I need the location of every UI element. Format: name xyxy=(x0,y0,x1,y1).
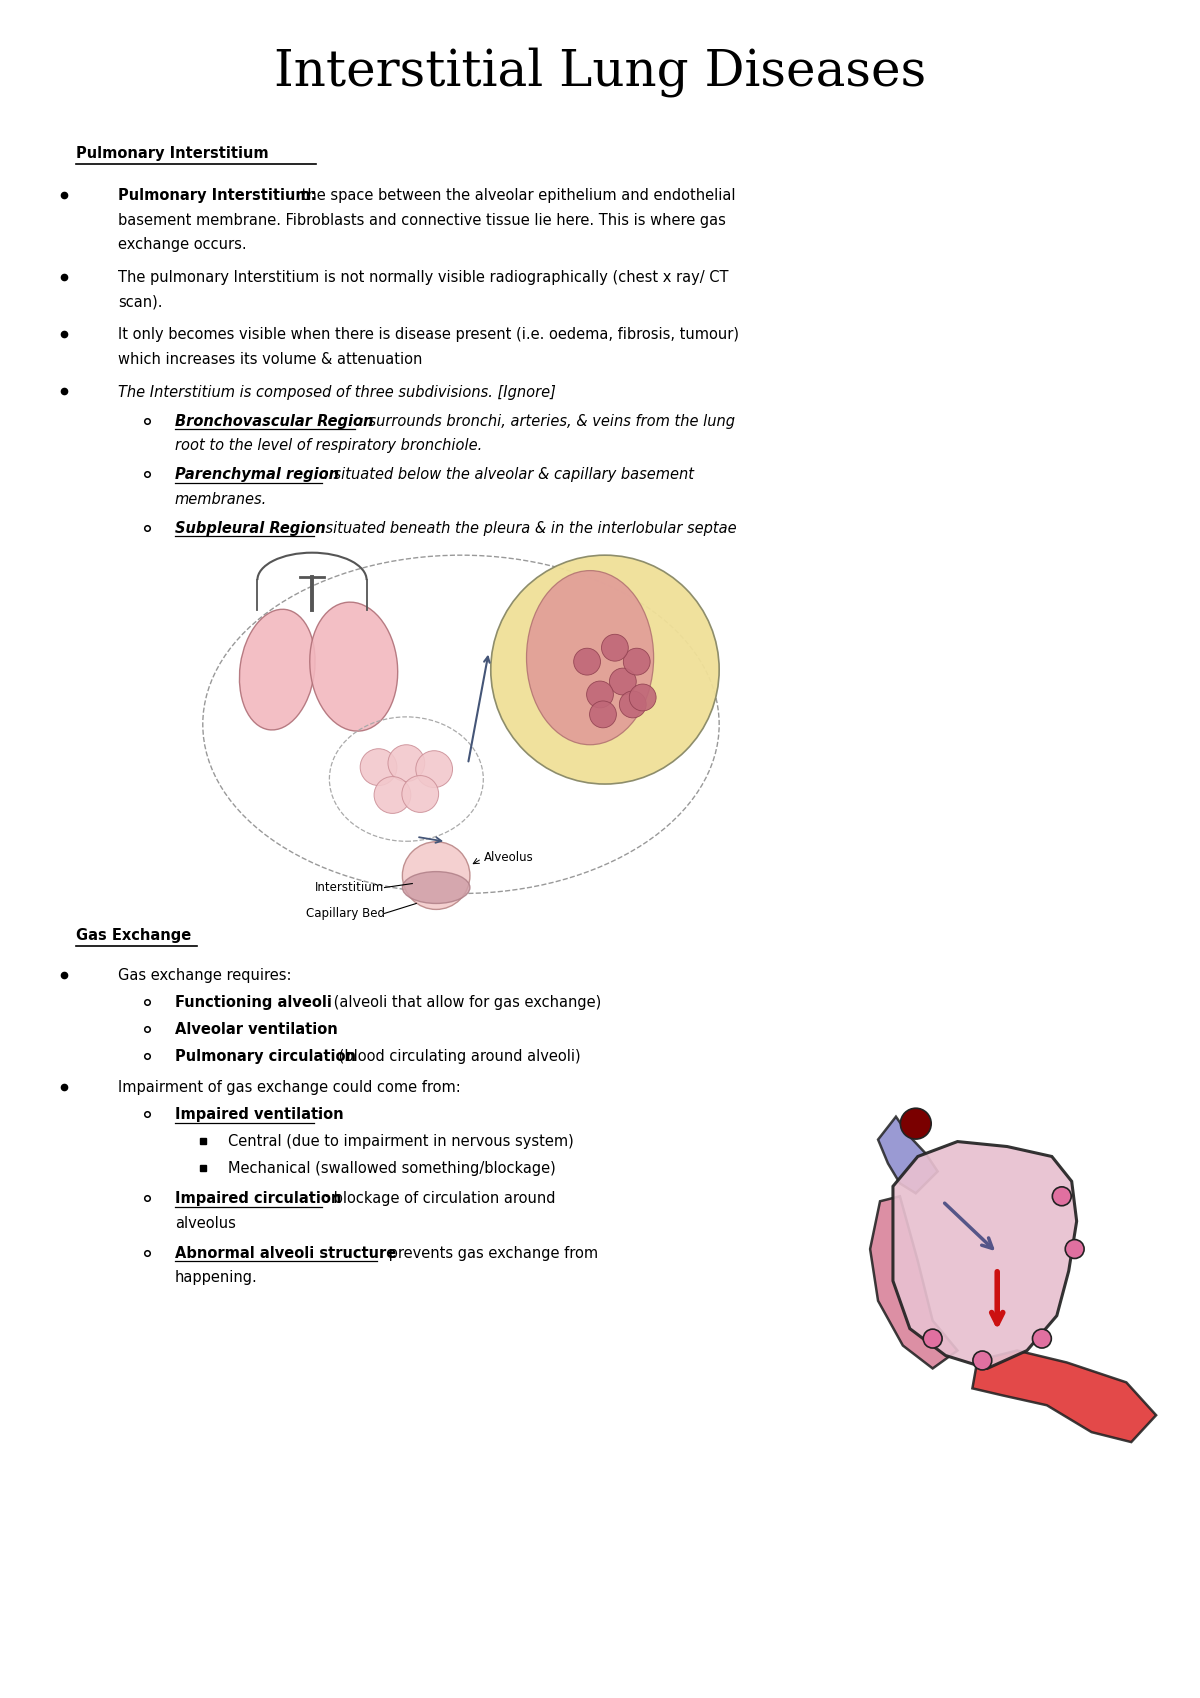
Text: scan).: scan). xyxy=(119,294,163,309)
Text: Interstitium: Interstitium xyxy=(316,881,384,895)
Text: root to the level of respiratory bronchiole.: root to the level of respiratory bronchi… xyxy=(175,438,482,453)
Circle shape xyxy=(900,1109,931,1139)
Text: the space between the alveolar epithelium and endothelial: the space between the alveolar epitheliu… xyxy=(298,188,736,204)
Circle shape xyxy=(402,776,439,812)
Text: Abnormal alveoli structure: Abnormal alveoli structure xyxy=(175,1246,396,1262)
Text: Functioning alveoli: Functioning alveoli xyxy=(175,995,332,1010)
Text: : blockage of circulation around: : blockage of circulation around xyxy=(324,1192,556,1206)
Ellipse shape xyxy=(240,610,316,730)
Text: : surrounds bronchi, arteries, & veins from the lung: : surrounds bronchi, arteries, & veins f… xyxy=(359,414,734,430)
Circle shape xyxy=(923,1330,942,1348)
Circle shape xyxy=(629,684,656,711)
Text: Gas Exchange: Gas Exchange xyxy=(76,929,191,944)
Ellipse shape xyxy=(310,603,397,732)
Text: which increases its volume & attenuation: which increases its volume & attenuation xyxy=(119,351,422,367)
Text: exchange occurs.: exchange occurs. xyxy=(119,238,247,251)
Text: Alveolar ventilation: Alveolar ventilation xyxy=(175,1022,337,1037)
Polygon shape xyxy=(893,1141,1076,1369)
Text: Impaired ventilation: Impaired ventilation xyxy=(175,1107,343,1122)
Circle shape xyxy=(1052,1187,1072,1206)
Text: Parenchymal region: Parenchymal region xyxy=(175,467,338,482)
Circle shape xyxy=(623,649,650,676)
Circle shape xyxy=(1066,1240,1084,1258)
Circle shape xyxy=(574,649,600,676)
Text: Alveolus: Alveolus xyxy=(484,851,534,864)
Circle shape xyxy=(1032,1330,1051,1348)
Polygon shape xyxy=(878,1117,937,1194)
Text: Capillary Bed: Capillary Bed xyxy=(306,907,384,920)
Text: happening.: happening. xyxy=(175,1270,258,1285)
Circle shape xyxy=(491,555,719,784)
Circle shape xyxy=(587,681,613,708)
Text: Gas exchange requires:: Gas exchange requires: xyxy=(119,968,292,983)
Circle shape xyxy=(388,745,425,781)
Text: Bronchovascular Region: Bronchovascular Region xyxy=(175,414,373,430)
Text: membranes.: membranes. xyxy=(175,492,268,506)
Text: (blood circulating around alveoli): (blood circulating around alveoli) xyxy=(334,1049,581,1063)
Circle shape xyxy=(619,691,646,718)
Text: : situated below the alveolar & capillary basement: : situated below the alveolar & capillar… xyxy=(324,467,694,482)
Circle shape xyxy=(589,701,617,728)
Polygon shape xyxy=(972,1350,1156,1442)
Text: The Interstitium is composed of three subdivisions. [Ignore]: The Interstitium is composed of three su… xyxy=(119,384,557,399)
Circle shape xyxy=(601,635,629,661)
Polygon shape xyxy=(870,1197,958,1369)
Text: Central (due to impairment in nervous system): Central (due to impairment in nervous sy… xyxy=(228,1134,574,1150)
Ellipse shape xyxy=(527,571,654,745)
Text: alveolus: alveolus xyxy=(175,1216,236,1231)
Text: It only becomes visible when there is disease present (i.e. oedema, fibrosis, tu: It only becomes visible when there is di… xyxy=(119,328,739,343)
Text: : situated beneath the pleura & in the interlobular septae: : situated beneath the pleura & in the i… xyxy=(316,521,737,537)
Circle shape xyxy=(415,751,452,788)
Text: Impaired circulation: Impaired circulation xyxy=(175,1192,341,1206)
Circle shape xyxy=(973,1352,991,1370)
Text: Mechanical (swallowed something/blockage): Mechanical (swallowed something/blockage… xyxy=(228,1161,556,1175)
Text: Pulmonary circulation: Pulmonary circulation xyxy=(175,1049,356,1063)
Circle shape xyxy=(402,842,470,910)
Ellipse shape xyxy=(402,871,470,903)
Text: Pulmonary Interstitium: Pulmonary Interstitium xyxy=(76,146,269,161)
Text: : prevents gas exchange from: : prevents gas exchange from xyxy=(378,1246,598,1262)
Text: Impairment of gas exchange could come from:: Impairment of gas exchange could come fr… xyxy=(119,1080,461,1095)
Text: basement membrane. Fibroblasts and connective tissue lie here. This is where gas: basement membrane. Fibroblasts and conne… xyxy=(119,212,726,228)
Text: Interstitial Lung Diseases: Interstitial Lung Diseases xyxy=(274,48,926,97)
Text: (alveoli that allow for gas exchange): (alveoli that allow for gas exchange) xyxy=(329,995,601,1010)
Text: :: : xyxy=(316,1107,320,1122)
Text: Subpleural Region: Subpleural Region xyxy=(175,521,325,537)
Circle shape xyxy=(360,749,397,786)
Text: The pulmonary Interstitium is not normally visible radiographically (chest x ray: The pulmonary Interstitium is not normal… xyxy=(119,270,728,285)
Circle shape xyxy=(374,776,410,813)
Circle shape xyxy=(610,667,636,694)
Text: Pulmonary Interstitium:: Pulmonary Interstitium: xyxy=(119,188,317,204)
